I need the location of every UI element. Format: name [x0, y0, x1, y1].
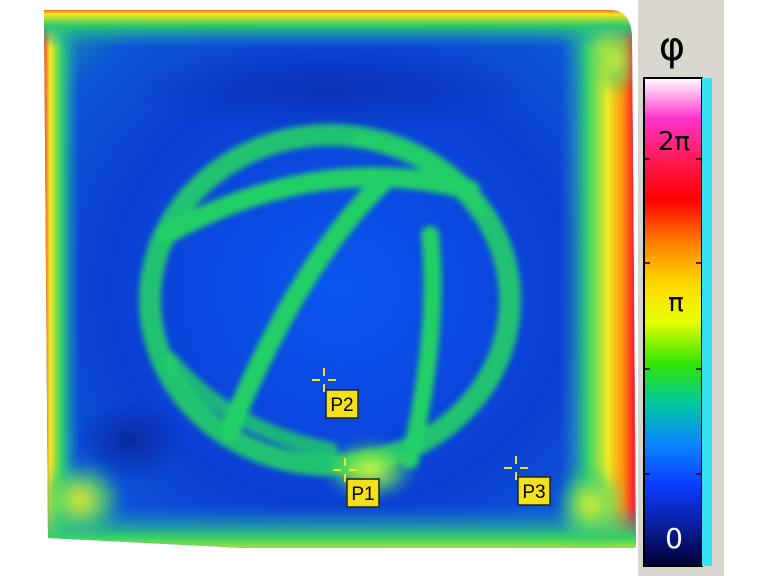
color-scale-edge: [702, 78, 712, 566]
marker-label-p2: P2: [330, 395, 353, 416]
marker-label-p1: P1: [351, 484, 374, 505]
marker-p1[interactable]: P1: [333, 458, 380, 508]
marker-p3[interactable]: P3: [504, 456, 551, 506]
color-scale-panel: φ 2π π 0: [638, 0, 724, 576]
color-scale-bar: [643, 77, 703, 567]
image-bottom-margin: [40, 548, 640, 576]
crosshair-icon: [333, 458, 357, 482]
crosshair-icon: [504, 456, 528, 480]
scale-label-zero: 0: [665, 522, 683, 555]
scale-label-pi: π: [668, 288, 684, 318]
marker-p2[interactable]: P2: [312, 368, 359, 419]
scale-label-2pi: 2π: [658, 127, 690, 157]
marker-label-p3: P3: [522, 482, 545, 503]
crosshair-icon: [312, 368, 336, 392]
scale-ticks: [644, 158, 702, 475]
phase-symbol: φ: [659, 24, 685, 70]
